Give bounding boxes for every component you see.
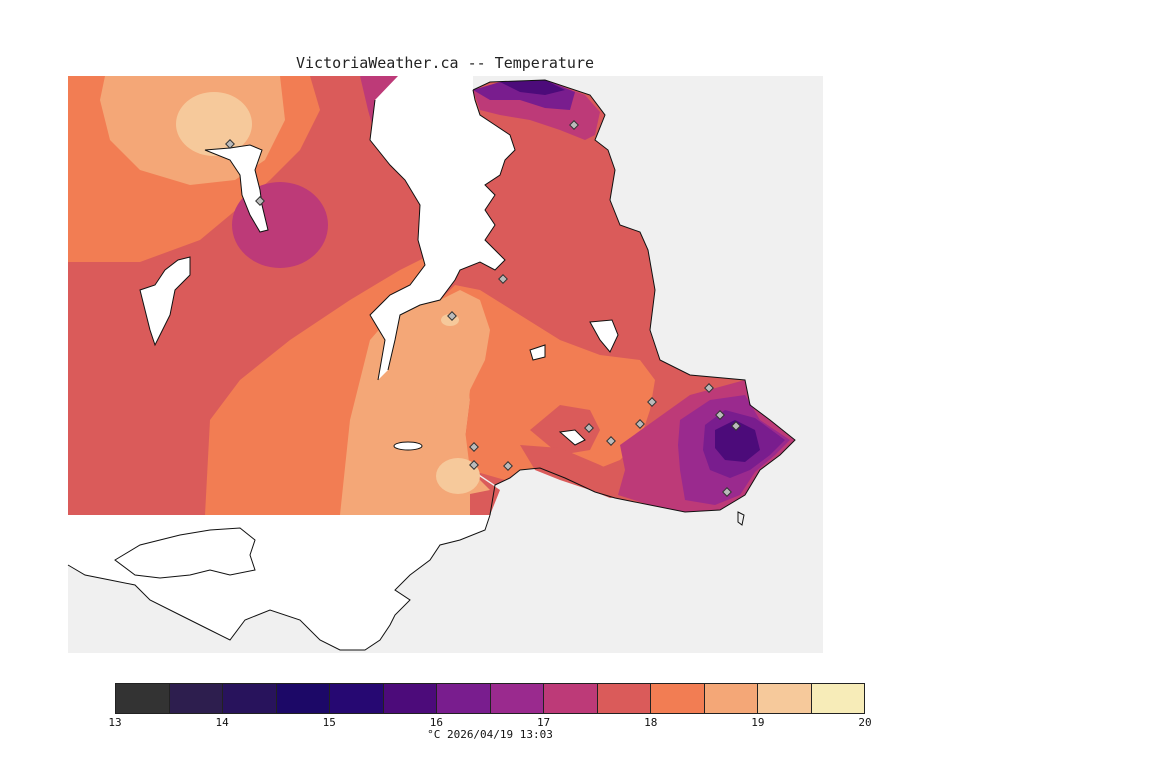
- legend-swatch: [383, 684, 437, 713]
- legend-swatch: [116, 684, 170, 713]
- color-legend: [115, 683, 865, 714]
- station-marker[interactable]: [647, 397, 657, 407]
- legend-swatch: [544, 684, 598, 713]
- legend-swatch: [490, 684, 544, 713]
- station-marker[interactable]: [447, 311, 457, 321]
- legend-tick-label: 15: [322, 716, 336, 729]
- legend-tick-label: 14: [215, 716, 229, 729]
- legend-swatch: [811, 684, 864, 713]
- station-marker[interactable]: [731, 421, 741, 431]
- legend-tick-label: 13: [108, 716, 122, 729]
- station-marker[interactable]: [704, 383, 714, 393]
- legend-tick-label: 19: [751, 716, 765, 729]
- legend-swatch: [169, 684, 223, 713]
- legend-swatch: [223, 684, 277, 713]
- station-marker[interactable]: [469, 460, 479, 470]
- station-marker[interactable]: [503, 461, 513, 471]
- station-marker[interactable]: [635, 419, 645, 429]
- legend-caption: °C 2026/04/19 13:03: [427, 728, 553, 741]
- station-marker[interactable]: [715, 410, 725, 420]
- legend-tick-label: 20: [858, 716, 872, 729]
- weather-stations[interactable]: [225, 120, 741, 497]
- station-marker[interactable]: [606, 436, 616, 446]
- map-title: VictoriaWeather.ca -- Temperature: [295, 54, 594, 72]
- temperature-map[interactable]: [0, 0, 1152, 680]
- station-marker[interactable]: [722, 487, 732, 497]
- station-marker[interactable]: [569, 120, 579, 130]
- coastlines: [67, 79, 796, 651]
- legend-swatch: [276, 684, 330, 713]
- station-marker[interactable]: [225, 139, 235, 149]
- station-marker[interactable]: [498, 274, 508, 284]
- station-marker[interactable]: [469, 442, 479, 452]
- legend-swatch: [437, 684, 491, 713]
- legend-swatch: [704, 684, 758, 713]
- legend-tick-label: 18: [644, 716, 658, 729]
- legend-tick-label: 16: [429, 716, 444, 729]
- legend-swatch: [330, 684, 384, 713]
- legend-swatch: [651, 684, 705, 713]
- station-marker[interactable]: [584, 423, 594, 433]
- station-marker[interactable]: [255, 196, 265, 206]
- legend-tick-label: 17: [536, 716, 551, 729]
- legend-swatch: [758, 684, 812, 713]
- legend-swatch: [597, 684, 651, 713]
